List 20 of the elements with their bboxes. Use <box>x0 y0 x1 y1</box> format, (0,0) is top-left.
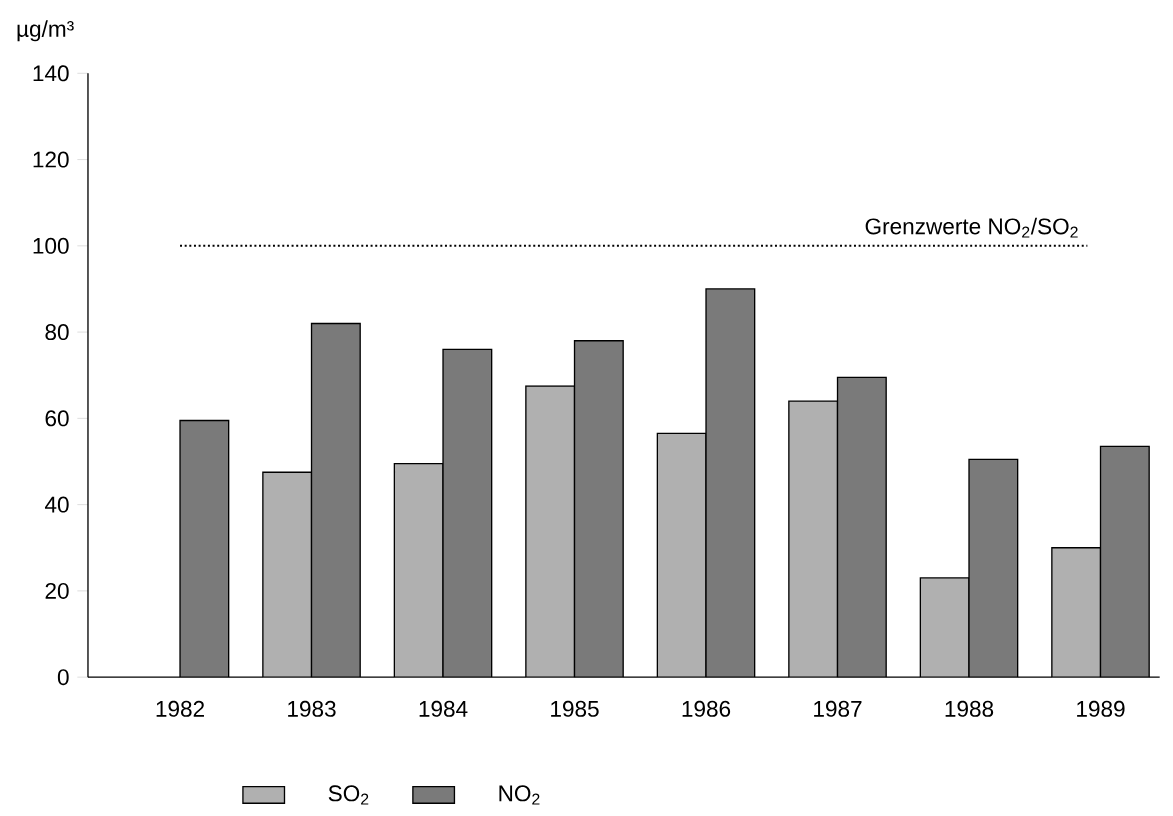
y-tick-label: 0 <box>57 669 69 686</box>
y-tick-label: 100 <box>33 237 69 254</box>
y-tick-label: 20 <box>45 582 69 599</box>
x-tick-label: 1985 <box>551 700 599 717</box>
ref-line-label: Grenzwerte NO$_{2}$/SO$_{2}$ <box>865 217 1078 238</box>
y-tick-label: 80 <box>45 324 69 341</box>
x-tick-label: 1987 <box>814 700 862 717</box>
x-tick-label: 1989 <box>1077 700 1125 717</box>
legend-label: SO$_{2}$ <box>328 785 369 805</box>
y-axis-title: µg/m³ <box>17 20 74 42</box>
x-tick-label: 1982 <box>156 700 204 717</box>
x-tick-label: 1988 <box>945 700 994 717</box>
x-tick-label: 1983 <box>288 700 336 717</box>
x-tick-label: 1984 <box>419 700 468 717</box>
y-tick-label: 40 <box>44 496 69 513</box>
legend-label: NO$_{2}$ <box>499 785 540 805</box>
y-tick-label: 60 <box>45 410 69 427</box>
y-tick-label: 120 <box>33 151 69 168</box>
y-tick-label: 140 <box>33 65 69 82</box>
x-tick-label: 1986 <box>682 700 731 717</box>
